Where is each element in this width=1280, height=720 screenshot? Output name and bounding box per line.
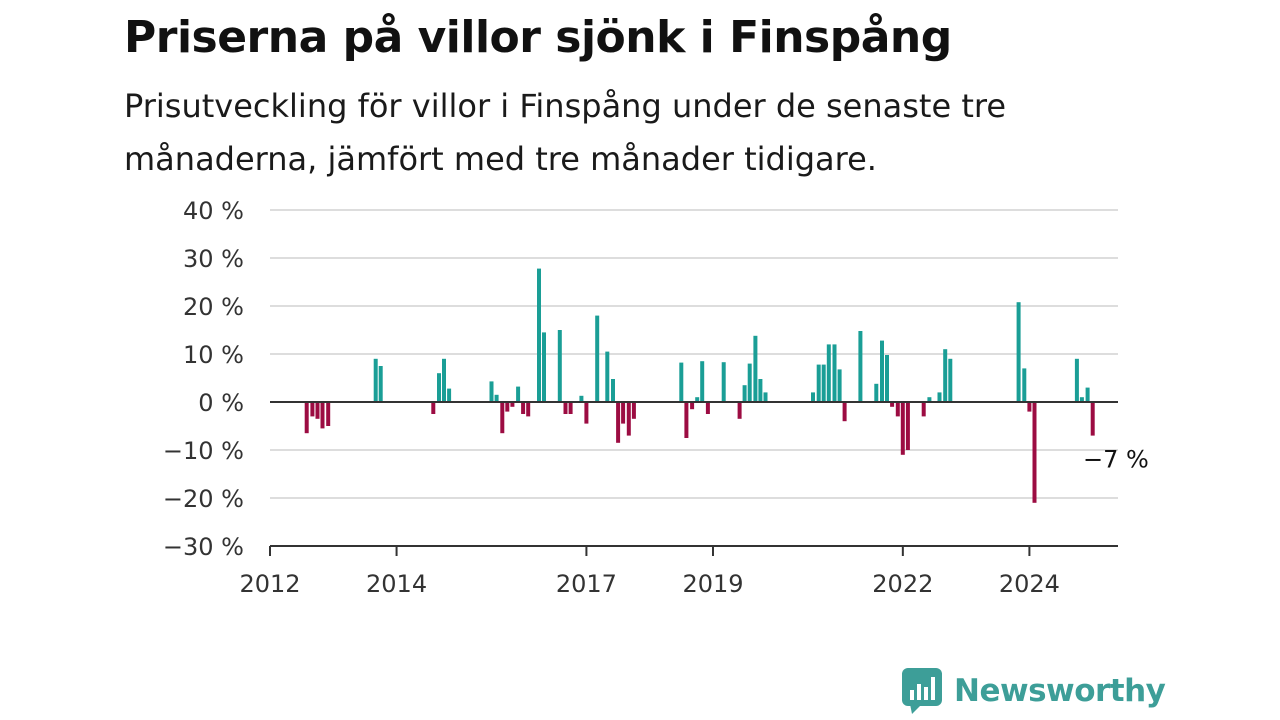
bar xyxy=(321,402,325,428)
x-tick-label: 2014 xyxy=(366,570,427,598)
bar xyxy=(564,402,568,414)
bar xyxy=(584,402,588,424)
x-tick-label: 2012 xyxy=(239,570,300,598)
brand-name: Newsworthy xyxy=(954,673,1165,709)
bar xyxy=(706,402,710,414)
y-tick-label: −20 % xyxy=(163,485,244,513)
bar xyxy=(901,402,905,455)
brand-logo: Newsworthy xyxy=(902,668,1165,714)
bar xyxy=(817,365,821,402)
y-tick-label: 40 % xyxy=(183,197,244,225)
bar xyxy=(679,363,683,402)
bar xyxy=(748,364,752,402)
bar xyxy=(938,392,942,402)
bar xyxy=(1027,402,1031,412)
last-value-annotation: −7 % xyxy=(1083,446,1149,474)
bar xyxy=(753,336,757,402)
bar xyxy=(542,332,546,402)
bar-chart: 40 %30 %20 %10 %0 %−10 %−20 %−30 % 2012 2… xyxy=(0,0,1280,660)
x-tick-label: 2022 xyxy=(872,570,933,598)
bar xyxy=(374,359,378,402)
bar xyxy=(316,402,320,419)
bar xyxy=(743,385,747,402)
bar xyxy=(838,369,842,402)
bar xyxy=(948,359,952,402)
bar xyxy=(521,402,525,414)
y-tick-label: 30 % xyxy=(183,245,244,273)
bar xyxy=(738,402,742,419)
bar xyxy=(1075,359,1079,402)
bar xyxy=(569,402,573,414)
bar xyxy=(595,316,599,402)
bar xyxy=(858,331,862,402)
bar xyxy=(310,402,314,416)
bar xyxy=(1017,302,1021,402)
bar xyxy=(611,379,615,402)
bar xyxy=(764,392,768,402)
bar xyxy=(758,379,762,402)
bar xyxy=(827,344,831,402)
gridlines xyxy=(270,210,1118,498)
bar xyxy=(447,389,451,402)
bar-chart-speech-bubble-icon xyxy=(902,668,942,714)
bar xyxy=(843,402,847,421)
bar xyxy=(1033,402,1037,503)
y-axis-labels: 40 % 30 % 20 % 10 % 0 % −10 % −20 % −30 % xyxy=(163,197,244,561)
y-tick-label: 20 % xyxy=(183,293,244,321)
bar xyxy=(500,402,504,433)
bar xyxy=(627,402,631,436)
bar xyxy=(922,402,926,416)
bar xyxy=(431,402,435,414)
bar xyxy=(526,402,530,416)
bar xyxy=(874,384,878,402)
bar xyxy=(1091,402,1095,436)
bar xyxy=(1086,388,1090,402)
bar xyxy=(943,349,947,402)
bar xyxy=(379,366,383,402)
bar xyxy=(558,330,562,402)
y-tick-label: −10 % xyxy=(163,437,244,465)
bar xyxy=(437,373,441,402)
bar xyxy=(896,402,900,416)
bars xyxy=(305,269,1095,503)
x-axis: 2012 2014 2017 2019 2022 2024 xyxy=(239,546,1118,598)
bar xyxy=(722,362,726,402)
bar xyxy=(516,387,520,402)
x-tick-label: 2024 xyxy=(999,570,1060,598)
bar xyxy=(326,402,330,426)
bar xyxy=(490,381,494,402)
x-tick-label: 2019 xyxy=(682,570,743,598)
y-tick-label: 10 % xyxy=(183,341,244,369)
bar xyxy=(632,402,636,419)
bar xyxy=(906,402,910,450)
bar xyxy=(605,352,609,402)
bar xyxy=(700,361,704,402)
bar xyxy=(684,402,688,438)
bar xyxy=(811,392,815,402)
y-tick-label: 0 % xyxy=(198,389,244,417)
bar xyxy=(1022,368,1026,402)
bar xyxy=(885,355,889,402)
y-tick-label: −30 % xyxy=(163,533,244,561)
bar xyxy=(616,402,620,443)
bar xyxy=(833,344,837,402)
bar xyxy=(822,365,826,402)
bar xyxy=(621,402,625,424)
x-tick-label: 2017 xyxy=(556,570,617,598)
bar xyxy=(305,402,309,433)
bar xyxy=(505,402,509,412)
bar xyxy=(537,269,541,402)
bar xyxy=(690,402,694,409)
bar xyxy=(880,341,884,402)
bar xyxy=(442,359,446,402)
bar xyxy=(495,395,499,402)
